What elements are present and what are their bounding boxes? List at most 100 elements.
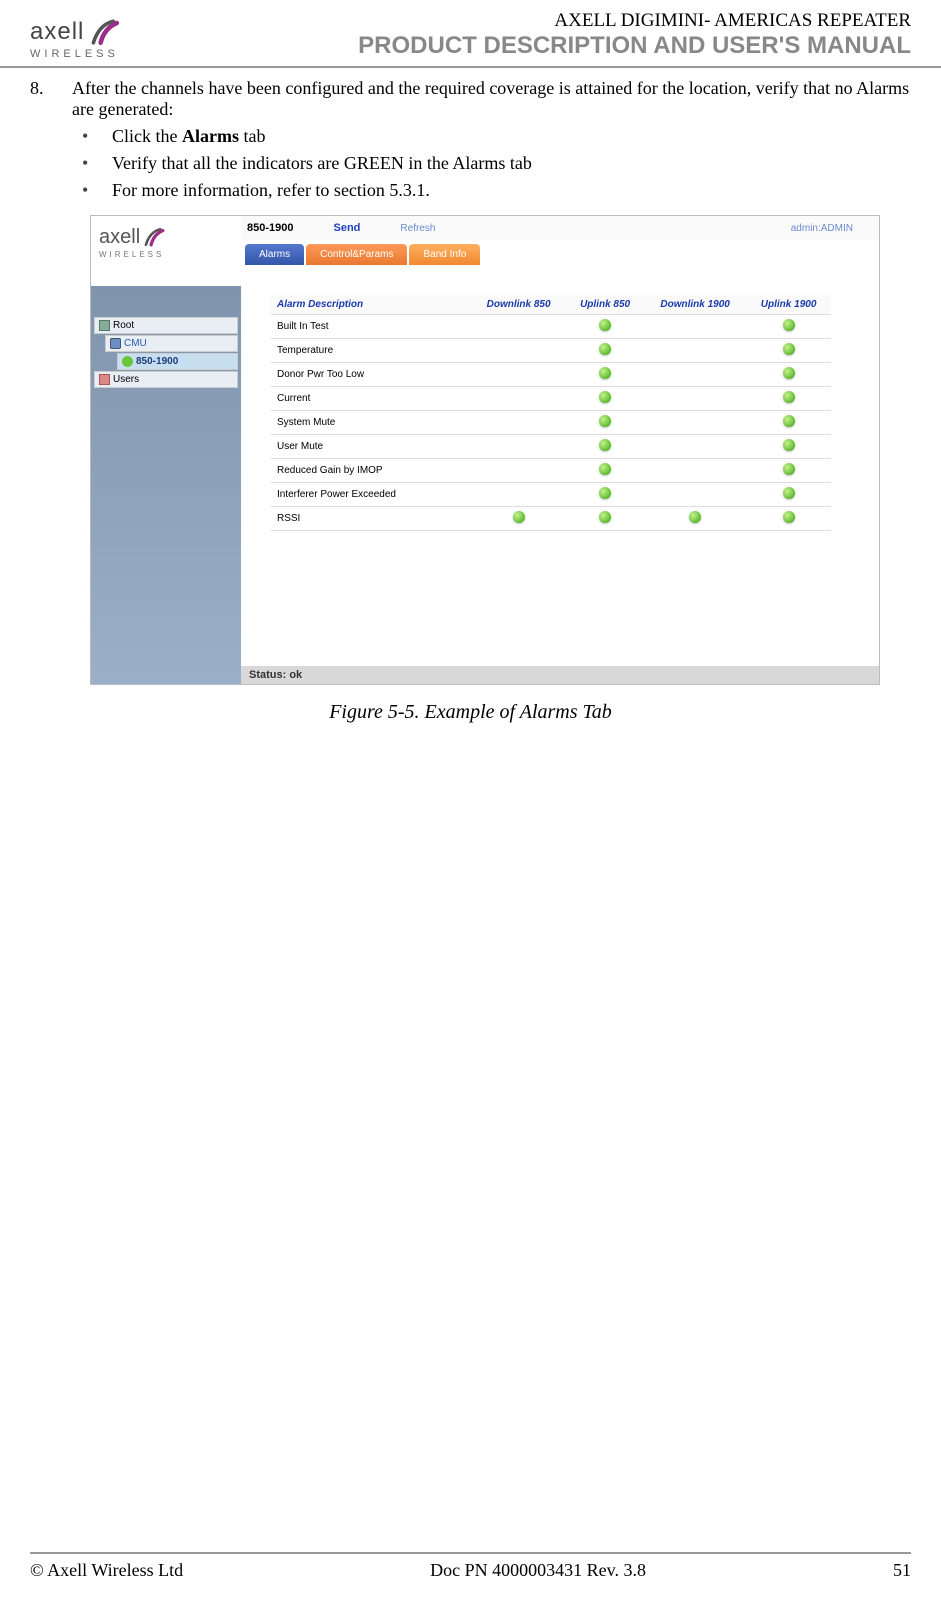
- send-link[interactable]: Send: [334, 222, 361, 234]
- alarm-status-cell: [471, 363, 566, 387]
- alarm-status-cell: [471, 339, 566, 363]
- bullet-text: For more information, refer to section 5…: [112, 180, 430, 201]
- status-bar: Status: ok: [241, 666, 879, 684]
- alarm-status-cell: [746, 459, 831, 483]
- alarm-desc-cell: Interferer Power Exceeded: [271, 483, 471, 507]
- table-row: User Mute: [271, 435, 831, 459]
- status-led-icon: [783, 367, 795, 379]
- page-footer: © Axell Wireless Ltd Doc PN 4000003431 R…: [30, 1552, 911, 1581]
- table-row: Current: [271, 387, 831, 411]
- status-led-icon: [783, 343, 795, 355]
- alarm-status-cell: [644, 483, 746, 507]
- table-row: RSSI: [271, 507, 831, 531]
- alarm-desc-cell: RSSI: [271, 507, 471, 531]
- alarm-status-cell: [644, 435, 746, 459]
- alarm-status-cell: [746, 387, 831, 411]
- alarm-status-cell: [566, 315, 644, 339]
- alarm-status-cell: [566, 411, 644, 435]
- status-led-icon: [599, 415, 611, 427]
- table-row: Interferer Power Exceeded: [271, 483, 831, 507]
- bullet-item: • Verify that all the indicators are GRE…: [82, 153, 911, 174]
- status-led-icon: [599, 343, 611, 355]
- bullet-item: • For more information, refer to section…: [82, 180, 911, 201]
- footer-doc-number: Doc PN 4000003431 Rev. 3.8: [430, 1560, 646, 1581]
- page-content: 8. After the channels have been configur…: [0, 68, 941, 734]
- status-led-icon: [599, 487, 611, 499]
- alarm-status-cell: [746, 411, 831, 435]
- alarm-status-cell: [644, 363, 746, 387]
- alarms-table: Alarm Description Downlink 850 Uplink 85…: [271, 295, 831, 531]
- bullet-list: • Click the Alarms tab • Verify that all…: [82, 126, 911, 201]
- bullet-icon: •: [82, 153, 96, 174]
- alarm-status-cell: [644, 339, 746, 363]
- status-led-icon: [599, 463, 611, 475]
- table-row: Temperature: [271, 339, 831, 363]
- bullet-text: Verify that all the indicators are GREEN…: [112, 153, 532, 174]
- alarm-status-cell: [471, 483, 566, 507]
- toolbar: 850-1900 Send Refresh admin:ADMIN: [241, 216, 879, 240]
- status-led-icon: [599, 439, 611, 451]
- status-led-icon: [599, 391, 611, 403]
- step-number: 8.: [30, 78, 54, 120]
- tab-alarms[interactable]: Alarms: [245, 244, 304, 265]
- col-dl1900: Downlink 1900: [644, 295, 746, 315]
- col-ul850: Uplink 850: [566, 295, 644, 315]
- alarm-desc-cell: User Mute: [271, 435, 471, 459]
- alarm-desc-cell: Donor Pwr Too Low: [271, 363, 471, 387]
- status-led-icon: [599, 511, 611, 523]
- bullet-icon: •: [82, 180, 96, 201]
- alarm-desc-cell: Current: [271, 387, 471, 411]
- alarm-status-cell: [566, 363, 644, 387]
- tree-cmu[interactable]: CMU: [105, 335, 238, 352]
- alarm-status-cell: [644, 459, 746, 483]
- alarm-status-cell: [471, 459, 566, 483]
- figure-caption: Figure 5-5. Example of Alarms Tab: [30, 701, 911, 724]
- status-led-icon: [599, 319, 611, 331]
- alarm-status-cell: [566, 387, 644, 411]
- tab-band-info[interactable]: Band Info: [409, 244, 480, 265]
- bullet-icon: •: [82, 126, 96, 147]
- alarm-status-cell: [471, 387, 566, 411]
- alarm-desc-cell: System Mute: [271, 411, 471, 435]
- table-header-row: Alarm Description Downlink 850 Uplink 85…: [271, 295, 831, 315]
- bullet-item: • Click the Alarms tab: [82, 126, 911, 147]
- refresh-link[interactable]: Refresh: [400, 223, 435, 234]
- alarm-status-cell: [471, 315, 566, 339]
- tab-bar: Alarms Control&Params Band Info: [241, 240, 879, 265]
- table-row: Built In Test: [271, 315, 831, 339]
- status-led-icon: [783, 463, 795, 475]
- alarm-status-cell: [644, 411, 746, 435]
- col-dl850: Downlink 850: [471, 295, 566, 315]
- alarm-status-cell: [746, 483, 831, 507]
- ss-logo-sub: WIRELESS: [99, 250, 233, 259]
- alarm-status-cell: [746, 363, 831, 387]
- alarm-status-cell: [471, 435, 566, 459]
- bullet-text: Click the Alarms tab: [112, 126, 266, 147]
- status-led-icon: [783, 511, 795, 523]
- document-title: PRODUCT DESCRIPTION AND USER'S MANUAL: [358, 32, 911, 60]
- logo-block: axell WIRELESS: [30, 14, 124, 60]
- tree-root[interactable]: Root: [94, 317, 238, 334]
- status-led-icon: [783, 415, 795, 427]
- sidebar: axell WIRELESS Root CMU 850-1900 Users: [91, 216, 241, 684]
- status-led-icon: [783, 487, 795, 499]
- status-led-icon: [783, 319, 795, 331]
- footer-copyright: © Axell Wireless Ltd: [30, 1560, 183, 1581]
- alarm-status-cell: [471, 507, 566, 531]
- alarm-status-cell: [471, 411, 566, 435]
- tab-control-params[interactable]: Control&Params: [306, 244, 407, 265]
- alarm-status-cell: [566, 507, 644, 531]
- alarm-status-cell: [566, 459, 644, 483]
- tree-band[interactable]: 850-1900: [117, 353, 238, 370]
- ss-logo-swirl-icon: [142, 224, 168, 250]
- logo-text: axell: [30, 18, 84, 46]
- alarm-status-cell: [566, 483, 644, 507]
- tree-users[interactable]: Users: [94, 371, 238, 388]
- device-label: 850-1900: [247, 222, 294, 234]
- table-row: Donor Pwr Too Low: [271, 363, 831, 387]
- product-title: AXELL DIGIMINI- AMERICAS REPEATER: [358, 10, 911, 32]
- status-led-icon: [783, 439, 795, 451]
- footer-page-number: 51: [893, 1560, 911, 1581]
- step-8: 8. After the channels have been configur…: [30, 78, 911, 120]
- header-titles: AXELL DIGIMINI- AMERICAS REPEATER PRODUC…: [358, 10, 911, 60]
